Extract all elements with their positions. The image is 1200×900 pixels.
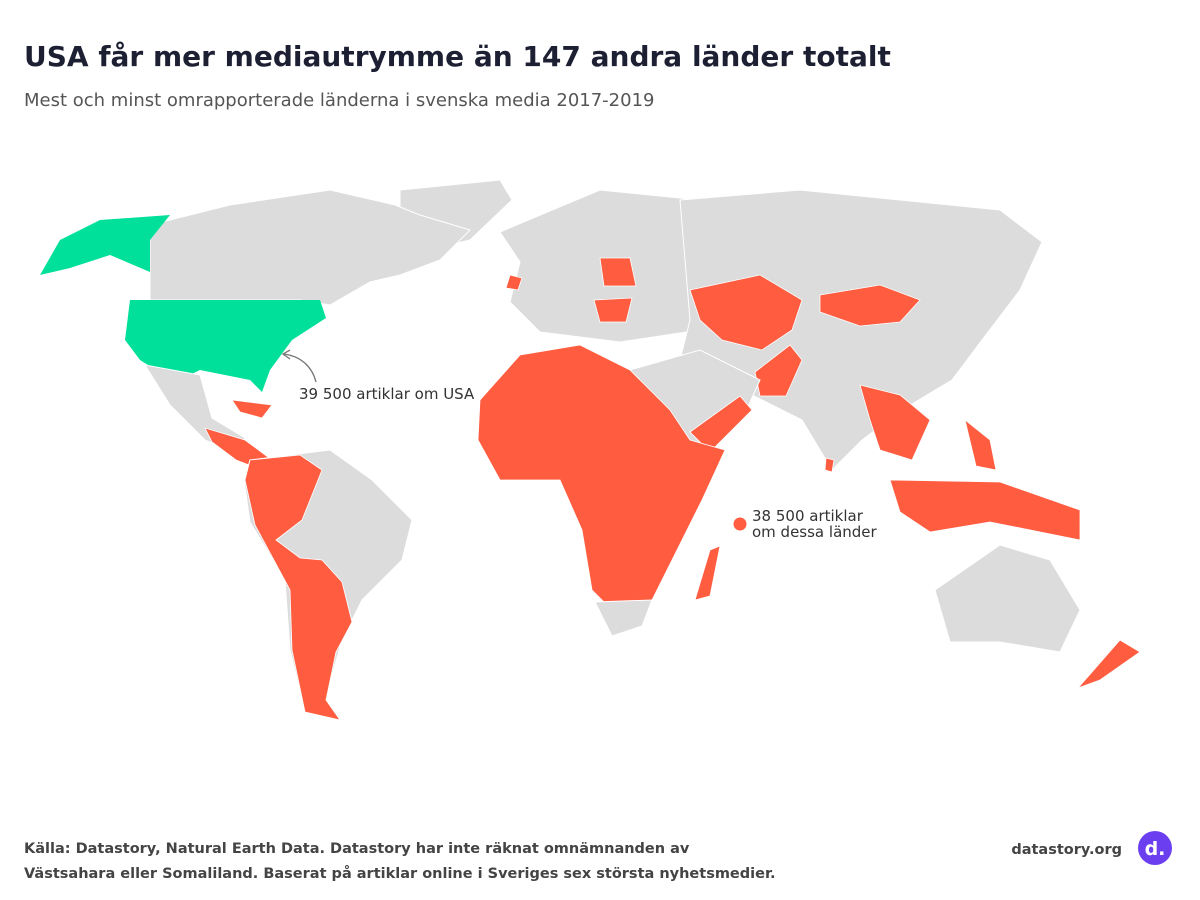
logo-text: d. <box>1145 838 1166 860</box>
europe <box>499 189 701 343</box>
world-map <box>40 179 1141 721</box>
madagascar <box>694 545 721 601</box>
legend-dot <box>733 517 747 531</box>
others-annotation: 38 500 artiklar <box>752 507 864 525</box>
source: Källa: Datastory, Natural Earth Data. Da… <box>24 841 690 857</box>
south-america-highlight <box>244 454 353 721</box>
caribbean <box>231 399 273 419</box>
annotation-arrow <box>283 353 317 383</box>
sri-lanka <box>824 457 835 473</box>
southeast-asia <box>859 384 931 461</box>
indonesia <box>889 479 1081 541</box>
philippines <box>964 418 997 471</box>
australia <box>934 544 1081 653</box>
new-zealand <box>1077 639 1141 689</box>
balkans <box>593 297 633 323</box>
logo <box>1138 831 1172 865</box>
subtitle: Mest och minst omrapporterade länderna i… <box>24 90 654 111</box>
alaska <box>40 215 170 275</box>
brand: datastory.org <box>1011 842 1122 858</box>
southern-africa <box>594 599 653 637</box>
others-annotation: om dessa länder <box>752 523 878 541</box>
central-asia <box>689 274 803 351</box>
source: Västsahara eller Somaliland. Baserat på … <box>24 865 776 882</box>
title: USA får mer mediautrymme än 147 andra lä… <box>24 40 891 73</box>
pakistan <box>754 344 803 397</box>
mongolia <box>819 284 921 327</box>
arrow-head <box>281 349 291 360</box>
uk-ireland <box>505 274 523 291</box>
usa <box>125 300 326 392</box>
usa-annotation: 39 500 artiklar om USA <box>299 385 475 403</box>
eastern-europe <box>599 257 637 287</box>
africa <box>477 344 726 611</box>
